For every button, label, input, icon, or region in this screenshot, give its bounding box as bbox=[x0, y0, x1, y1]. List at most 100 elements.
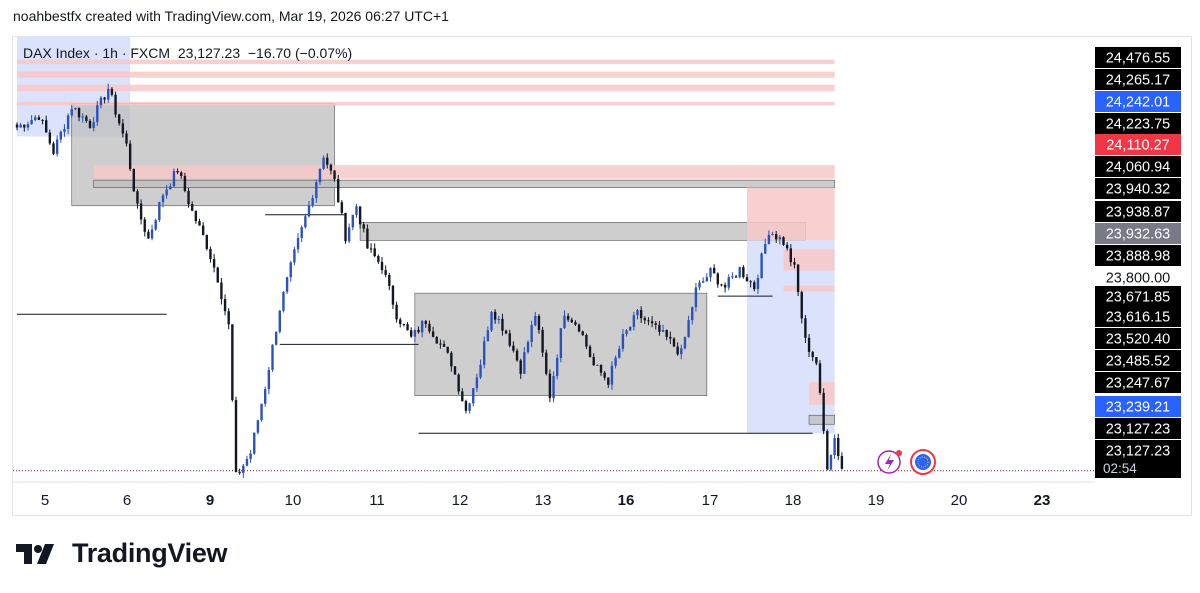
candle-body bbox=[169, 186, 172, 190]
candle-body bbox=[483, 341, 486, 365]
tradingview-brand[interactable]: TradingView bbox=[16, 538, 228, 569]
candle-body bbox=[512, 345, 515, 351]
candle bbox=[632, 311, 636, 331]
candle-body bbox=[118, 114, 121, 124]
candle-body bbox=[738, 267, 741, 278]
candle-body bbox=[81, 116, 84, 118]
candle-body bbox=[253, 432, 256, 454]
zone-red bbox=[17, 84, 835, 92]
price-tag-bg bbox=[1095, 306, 1181, 327]
chart-panel[interactable]: 5 6 9 10 11 12 13 16 17 18 19 20 23 24,476.55 24,265.1… bbox=[12, 36, 1192, 516]
candle bbox=[439, 339, 442, 349]
candle bbox=[588, 344, 592, 358]
candle bbox=[789, 244, 792, 267]
candle bbox=[220, 277, 223, 305]
price-tag: 23,800.00 bbox=[1095, 267, 1181, 288]
price-tag-bg bbox=[1095, 267, 1181, 288]
price-tag-bg bbox=[1095, 245, 1181, 266]
candle-body bbox=[282, 291, 285, 311]
candle bbox=[289, 260, 292, 282]
candle bbox=[293, 246, 296, 266]
zone-gray bbox=[808, 414, 835, 425]
candle-body bbox=[150, 229, 154, 239]
candles-layer bbox=[15, 83, 844, 479]
candle-body bbox=[351, 214, 354, 228]
candle-body bbox=[698, 282, 701, 288]
candle-body bbox=[74, 108, 77, 110]
candle bbox=[515, 348, 519, 362]
candle bbox=[15, 122, 19, 131]
candle-body bbox=[143, 219, 146, 232]
price-tag-label: 24,060.94 bbox=[1106, 160, 1171, 176]
candle bbox=[260, 403, 263, 422]
candle-body bbox=[23, 124, 26, 128]
x-tick-label: 17 bbox=[702, 492, 719, 509]
candle-body bbox=[552, 376, 555, 399]
candle-body bbox=[530, 325, 533, 342]
candle-body bbox=[85, 116, 88, 121]
candle-body bbox=[687, 320, 690, 338]
candle bbox=[837, 433, 840, 461]
candle bbox=[274, 331, 278, 346]
candle-body bbox=[198, 221, 201, 226]
candle-body bbox=[680, 348, 683, 355]
candle-body bbox=[464, 401, 468, 411]
candle bbox=[676, 342, 679, 356]
candle-body bbox=[70, 109, 73, 116]
candle bbox=[669, 331, 672, 344]
candle bbox=[749, 280, 752, 288]
candle-body bbox=[216, 267, 219, 283]
candle bbox=[96, 100, 99, 126]
candle-body bbox=[563, 315, 566, 329]
candle bbox=[227, 308, 230, 330]
candle bbox=[154, 218, 157, 231]
candle bbox=[570, 317, 573, 323]
candlestick-chart[interactable]: 5 6 9 10 11 12 13 16 17 18 19 20 23 24,476.55 24,265.1… bbox=[13, 37, 1192, 516]
candle-body bbox=[818, 363, 822, 393]
candle bbox=[161, 193, 165, 208]
candle bbox=[450, 351, 453, 372]
candle-body bbox=[209, 248, 212, 259]
candle-body bbox=[486, 330, 490, 342]
candle bbox=[493, 309, 497, 324]
candle-body bbox=[822, 392, 825, 432]
candle bbox=[599, 364, 603, 376]
candle-body bbox=[771, 234, 774, 236]
candle-body bbox=[114, 94, 117, 115]
candle-body bbox=[183, 175, 187, 192]
candle-body bbox=[811, 351, 814, 358]
candle-body bbox=[625, 330, 628, 334]
candle bbox=[807, 334, 811, 357]
candle bbox=[501, 313, 504, 336]
candle-body bbox=[417, 329, 420, 333]
candle bbox=[712, 264, 716, 274]
candle bbox=[581, 330, 584, 336]
candle bbox=[282, 291, 285, 313]
candle bbox=[420, 319, 424, 338]
candle bbox=[435, 336, 438, 344]
candle bbox=[775, 230, 778, 243]
candle bbox=[238, 468, 241, 475]
candle-body bbox=[428, 323, 431, 332]
candle bbox=[333, 170, 336, 182]
candle bbox=[472, 387, 475, 407]
candle-body bbox=[472, 388, 475, 404]
candle bbox=[417, 326, 420, 334]
price-tag-label: 23,247.67 bbox=[1106, 376, 1171, 392]
candle-body bbox=[161, 195, 165, 203]
candle bbox=[358, 206, 362, 229]
candle-body bbox=[220, 282, 223, 300]
candle-body bbox=[574, 322, 577, 325]
flag-event-icon bbox=[910, 449, 936, 475]
candle-body bbox=[716, 273, 719, 285]
candle bbox=[424, 319, 427, 328]
candle bbox=[377, 254, 380, 264]
candle-body bbox=[490, 311, 493, 331]
candle-body bbox=[264, 389, 267, 404]
candle-body bbox=[475, 377, 479, 389]
candle-body bbox=[380, 261, 384, 271]
candle-body bbox=[366, 228, 369, 249]
candle-body bbox=[435, 336, 438, 344]
candle bbox=[483, 336, 486, 369]
candle bbox=[625, 329, 628, 337]
